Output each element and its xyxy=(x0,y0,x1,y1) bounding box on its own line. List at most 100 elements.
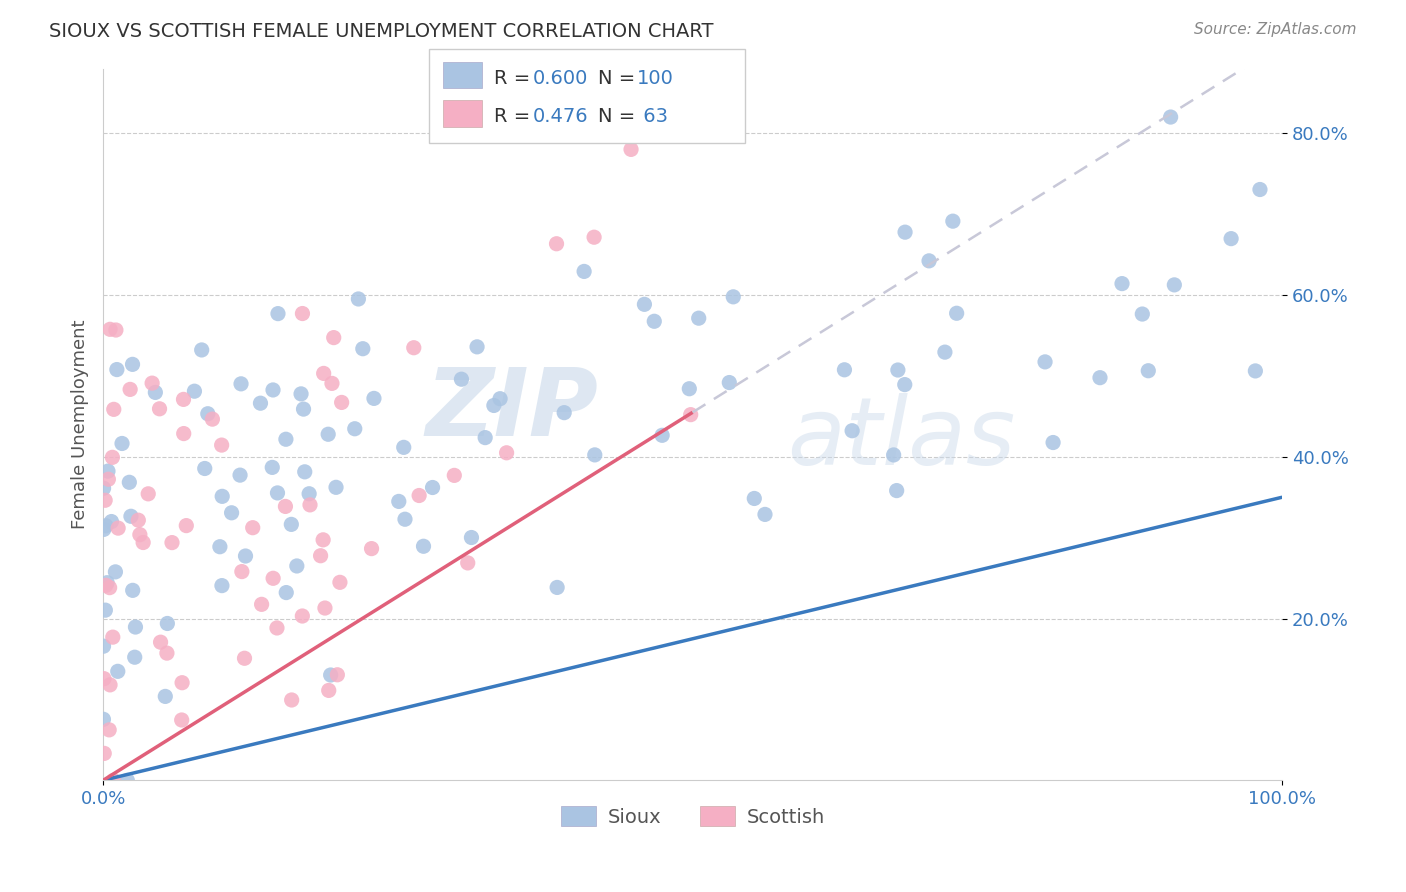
Point xyxy=(450,372,472,386)
Point xyxy=(1244,364,1267,378)
Point xyxy=(98,322,121,336)
Point xyxy=(93,712,115,726)
Point xyxy=(1249,182,1271,196)
Point xyxy=(96,575,118,590)
Point xyxy=(290,387,312,401)
Text: 100: 100 xyxy=(637,69,673,87)
Point xyxy=(1042,435,1064,450)
Point xyxy=(156,616,179,631)
Point xyxy=(170,713,193,727)
Point xyxy=(107,665,129,679)
Point xyxy=(132,535,155,549)
Point xyxy=(583,448,606,462)
Point xyxy=(172,675,194,690)
Point xyxy=(443,468,465,483)
Point xyxy=(352,342,374,356)
Point xyxy=(124,620,146,634)
Point xyxy=(94,603,117,617)
Legend: Sioux, Scottish: Sioux, Scottish xyxy=(553,798,832,835)
Point xyxy=(402,341,425,355)
Text: ZIP: ZIP xyxy=(426,364,599,456)
Point xyxy=(250,598,273,612)
Point xyxy=(94,518,117,533)
Point xyxy=(620,142,643,156)
Point xyxy=(266,486,288,500)
Point xyxy=(235,549,257,563)
Point xyxy=(633,297,655,311)
Point xyxy=(242,521,264,535)
Point xyxy=(886,483,908,498)
Point xyxy=(643,314,665,328)
Point xyxy=(103,773,125,788)
Point xyxy=(319,668,342,682)
Point xyxy=(1130,307,1153,321)
Point xyxy=(679,408,702,422)
Point xyxy=(107,521,129,535)
Point xyxy=(893,377,915,392)
Point xyxy=(742,491,765,506)
Point xyxy=(316,427,339,442)
Point xyxy=(285,558,308,573)
Point xyxy=(553,406,575,420)
Point xyxy=(363,392,385,406)
Point xyxy=(249,396,271,410)
Point xyxy=(321,376,343,391)
Point xyxy=(98,723,121,737)
Point xyxy=(262,383,284,397)
Point xyxy=(834,363,856,377)
Point xyxy=(208,540,231,554)
Point xyxy=(149,635,172,649)
Text: 0.476: 0.476 xyxy=(533,107,589,126)
Point xyxy=(98,581,121,595)
Point xyxy=(343,422,366,436)
Point xyxy=(197,407,219,421)
Point xyxy=(121,357,143,371)
Point xyxy=(347,292,370,306)
Point xyxy=(1088,370,1111,384)
Text: atlas: atlas xyxy=(787,393,1015,484)
Point xyxy=(97,464,120,478)
Point xyxy=(94,578,117,592)
Point xyxy=(267,307,290,321)
Text: 63: 63 xyxy=(637,107,668,126)
Point xyxy=(754,508,776,522)
Point xyxy=(688,311,710,326)
Point xyxy=(98,678,121,692)
Point xyxy=(280,517,302,532)
Point xyxy=(318,683,340,698)
Point xyxy=(495,446,517,460)
Point xyxy=(136,487,159,501)
Point xyxy=(942,214,965,228)
Point xyxy=(276,585,298,599)
Point xyxy=(176,518,198,533)
Point xyxy=(394,512,416,526)
Point xyxy=(156,646,179,660)
Point xyxy=(309,549,332,563)
Point xyxy=(841,424,863,438)
Point xyxy=(201,412,224,426)
Point xyxy=(934,345,956,359)
Point xyxy=(93,481,115,495)
Point xyxy=(93,639,115,653)
Point xyxy=(945,306,967,320)
Point xyxy=(482,399,505,413)
Point xyxy=(93,672,115,686)
Point xyxy=(360,541,382,556)
Point xyxy=(221,506,243,520)
Point xyxy=(718,376,741,390)
Point xyxy=(723,290,745,304)
Point xyxy=(274,500,297,514)
Point xyxy=(155,690,177,704)
Point xyxy=(101,450,124,465)
Point xyxy=(292,402,315,417)
Text: 0.600: 0.600 xyxy=(533,69,588,87)
Point xyxy=(408,488,430,502)
Point xyxy=(117,773,139,788)
Point xyxy=(474,431,496,445)
Point xyxy=(294,465,316,479)
Point xyxy=(94,493,117,508)
Point xyxy=(326,667,349,681)
Point xyxy=(887,363,910,377)
Point xyxy=(111,436,134,450)
Point xyxy=(489,392,512,406)
